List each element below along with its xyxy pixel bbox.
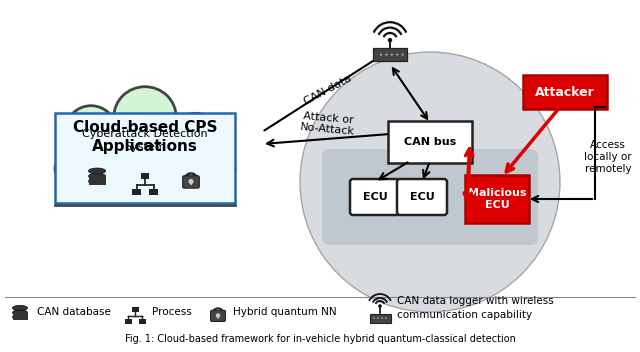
Circle shape [380,54,382,56]
Circle shape [381,317,383,319]
Ellipse shape [114,87,176,147]
FancyBboxPatch shape [55,113,235,203]
Text: Attacker: Attacker [535,86,595,99]
Circle shape [300,52,560,312]
FancyBboxPatch shape [369,314,390,322]
Ellipse shape [88,173,106,179]
FancyBboxPatch shape [350,179,400,215]
Text: CAN data: CAN data [303,73,353,107]
Bar [141,174,149,180]
Bar [138,319,145,324]
Ellipse shape [172,113,220,159]
Bar [88,180,106,184]
FancyBboxPatch shape [372,48,407,61]
Text: Attack or
No-Attack: Attack or No-Attack [300,111,356,137]
Text: Hybrid quantum NN: Hybrid quantum NN [233,307,337,317]
Ellipse shape [13,310,28,315]
Bar [13,316,28,320]
Circle shape [388,38,392,43]
Text: CAN database: CAN database [37,307,111,317]
FancyBboxPatch shape [465,175,529,223]
FancyBboxPatch shape [397,179,447,215]
Circle shape [378,304,382,308]
FancyBboxPatch shape [523,75,607,109]
Bar [132,189,141,195]
Text: ECU: ECU [410,192,435,202]
Text: ECU: ECU [363,192,387,202]
Circle shape [390,54,393,56]
Bar [125,319,131,324]
Ellipse shape [13,306,28,310]
FancyBboxPatch shape [388,121,472,163]
Point [231,202,239,207]
Circle shape [377,317,379,319]
Ellipse shape [55,119,235,195]
Circle shape [373,317,375,319]
Ellipse shape [13,314,28,320]
FancyBboxPatch shape [322,149,538,245]
Circle shape [216,313,220,318]
Bar [149,189,157,195]
Text: Malicious
ECU: Malicious ECU [468,188,526,210]
Circle shape [385,317,387,319]
FancyBboxPatch shape [211,310,225,321]
Ellipse shape [55,133,235,204]
FancyBboxPatch shape [182,176,199,188]
Text: Cyberattack Detection
System: Cyberattack Detection System [82,130,208,152]
Text: CAN data logger with wireless
communication capability: CAN data logger with wireless communicat… [397,296,554,320]
Ellipse shape [88,168,106,174]
Circle shape [385,54,387,56]
Text: CAN bus: CAN bus [404,137,456,147]
Ellipse shape [66,106,116,155]
Text: Fig. 1: Cloud-based framework for in-vehicle hybrid quantum-classical detection: Fig. 1: Cloud-based framework for in-veh… [125,334,515,344]
Text: Process: Process [152,307,192,317]
Circle shape [188,179,193,184]
Text: Cloud-based CPS
Applications: Cloud-based CPS Applications [73,120,217,154]
Text: Access
locally or
remotely: Access locally or remotely [584,140,632,174]
Bar [88,175,106,180]
Ellipse shape [88,178,106,184]
Point [51,202,59,207]
Circle shape [396,54,398,56]
Bar [13,312,28,315]
FancyBboxPatch shape [55,181,235,205]
Bar [131,307,138,312]
Circle shape [401,54,404,56]
